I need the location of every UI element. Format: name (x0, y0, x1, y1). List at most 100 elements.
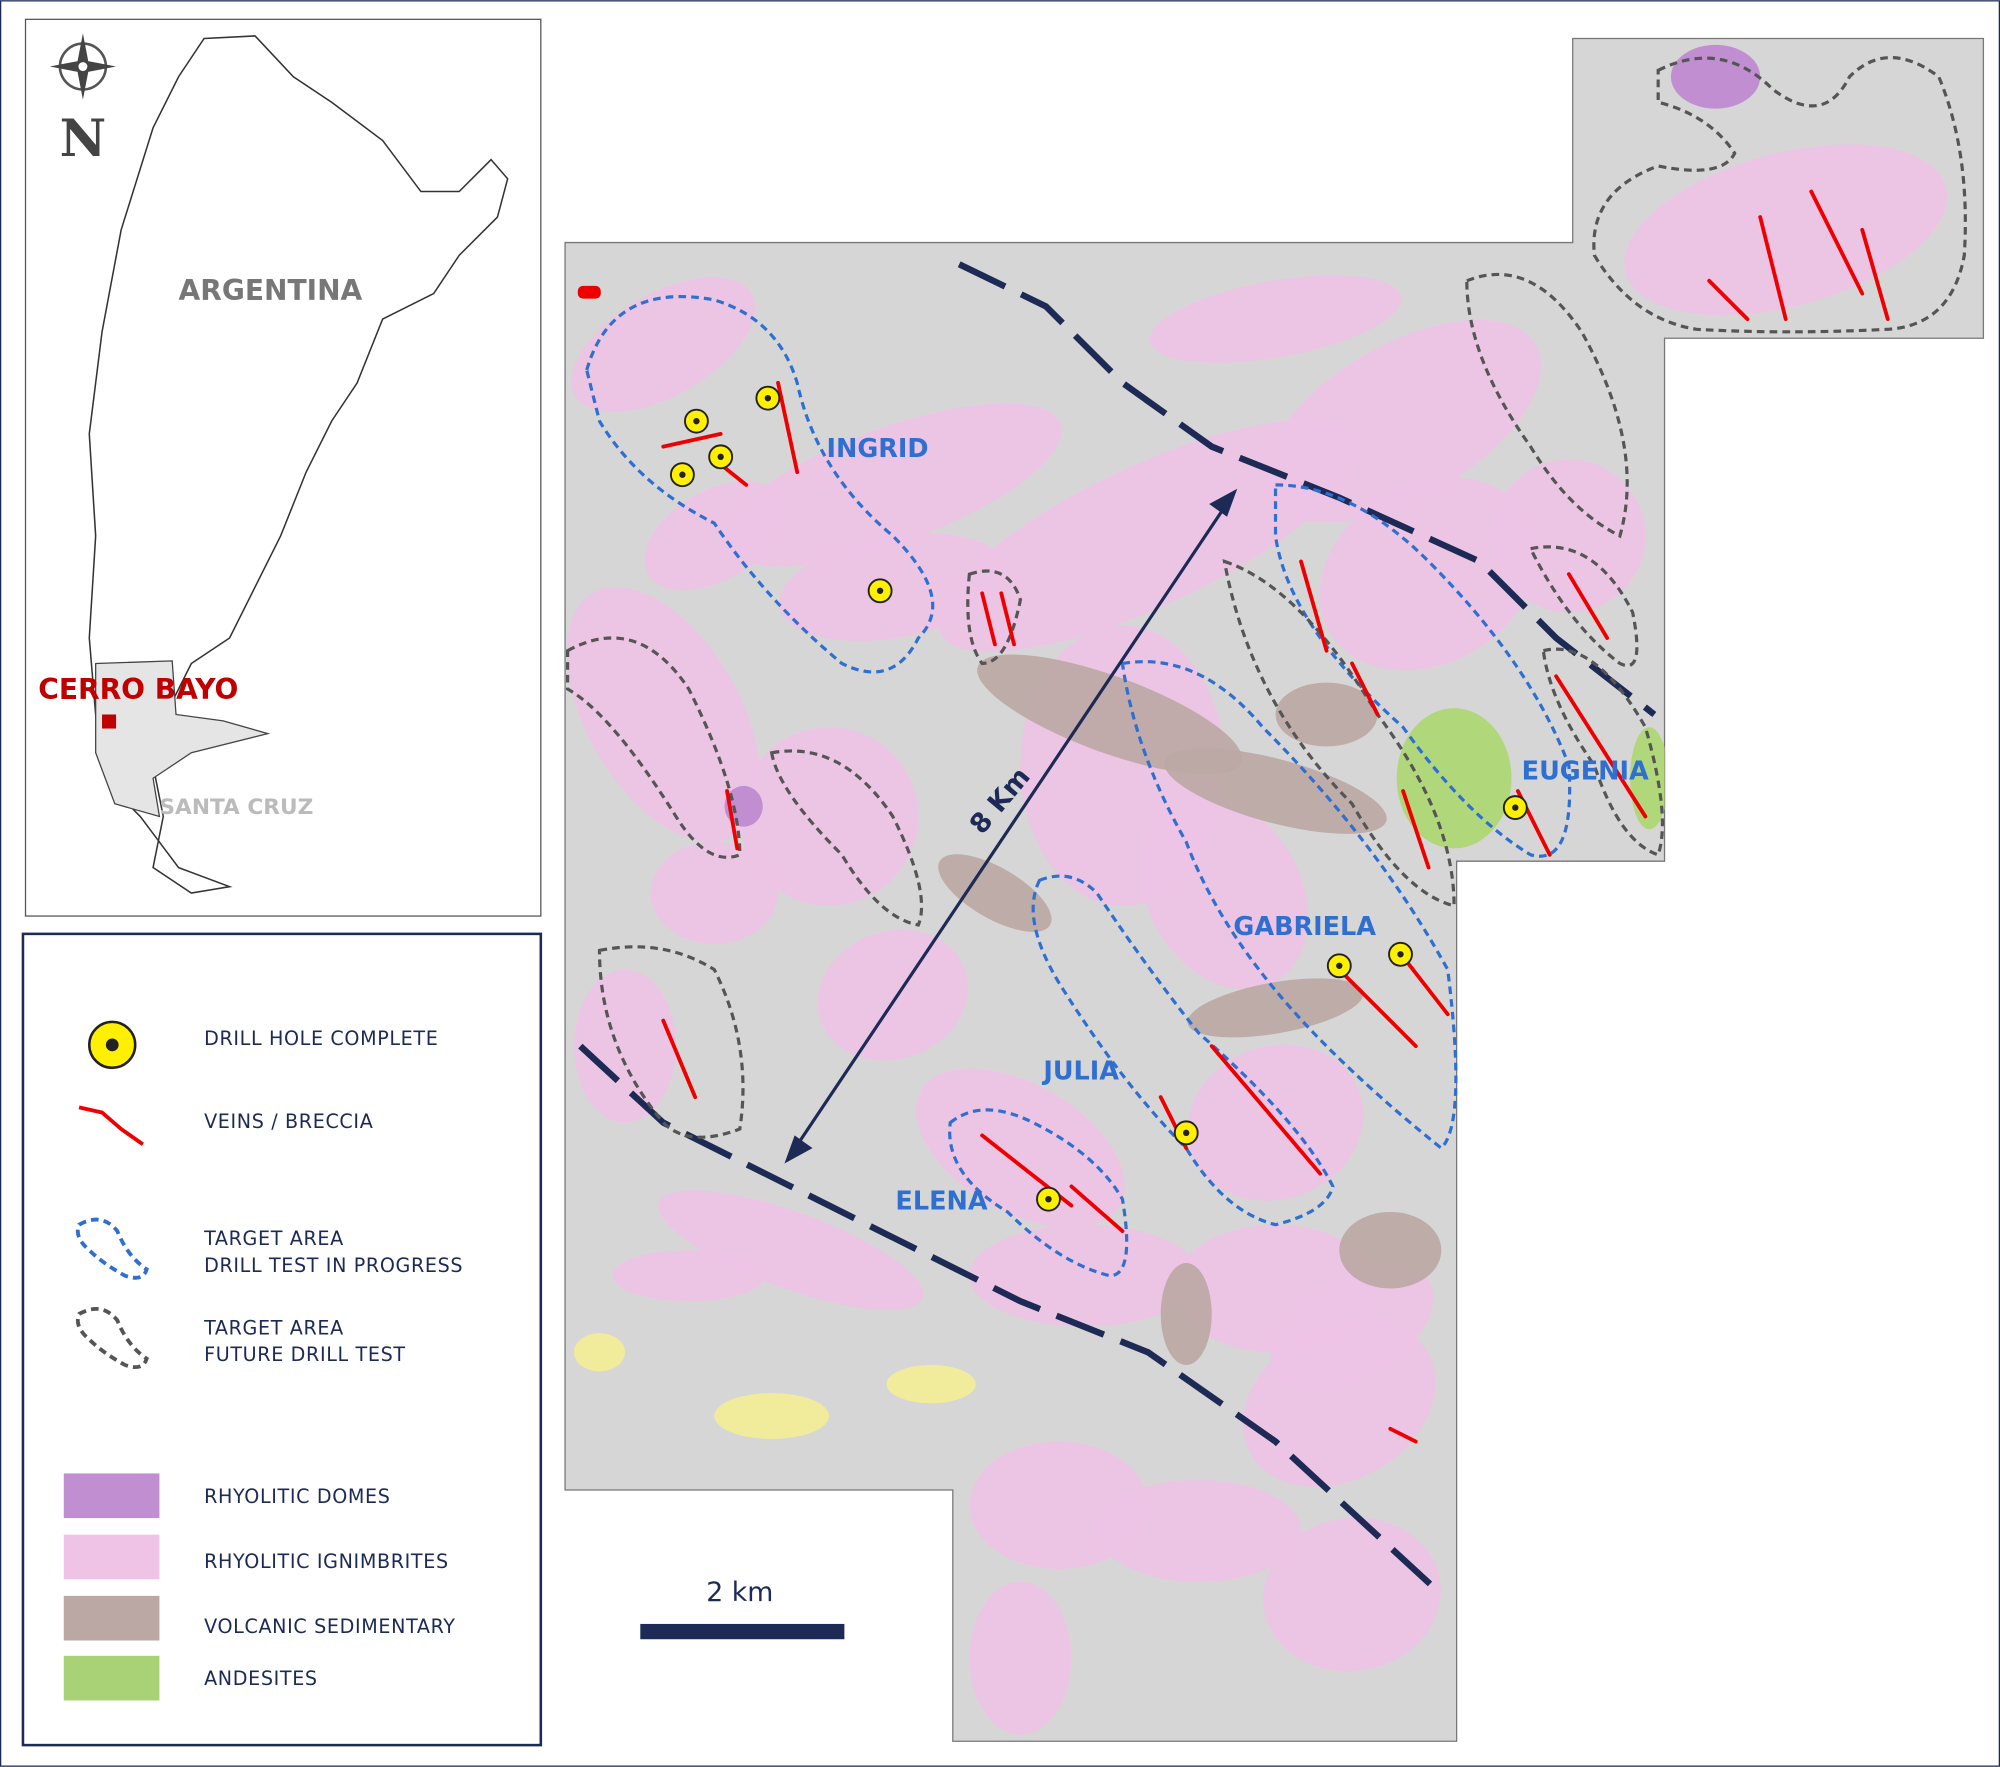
legend-label: TARGET AREA (203, 1227, 344, 1250)
arrow-head (1209, 488, 1238, 517)
volcanic-sedimentary-unit (1160, 1262, 1212, 1366)
compass-center (77, 60, 89, 73)
target-area-future (566, 636, 742, 859)
province-label: SANTA CRUZ (159, 795, 313, 820)
other-unit (573, 1333, 625, 1372)
ignimbrite-unit (817, 929, 969, 1061)
target-area-future (769, 749, 924, 927)
geology (566, 44, 1948, 1735)
vein (661, 431, 723, 449)
legend-label: TARGET AREA (203, 1316, 344, 1339)
vein (725, 789, 740, 851)
vein (1758, 215, 1788, 321)
vein (1209, 1044, 1323, 1176)
legend-label: DRILL HOLE COMPLETE (204, 1027, 438, 1050)
legend-label: DRILL TEST IN PROGRESS (204, 1254, 463, 1277)
fault (578, 1043, 1441, 1595)
target-area-progress (1120, 660, 1458, 1151)
annotations (566, 56, 1967, 1595)
legend-symbols (63, 1020, 160, 1701)
target-label: GABRIELA (1233, 912, 1376, 942)
ignimbrite-unit (1265, 319, 1542, 523)
legend-target-progress (75, 1217, 149, 1280)
vein (1401, 789, 1431, 870)
ignimbrite-unit (658, 1190, 924, 1311)
drill-hole-center (693, 417, 700, 425)
country-label: ARGENTINA (179, 274, 363, 307)
ignimbrite-unit (566, 587, 760, 842)
vein (1566, 572, 1610, 640)
andesite-unit (1396, 708, 1512, 849)
volcanic-sedimentary-unit (977, 654, 1243, 775)
ignimbrite-unit (739, 727, 919, 906)
scale-bar (640, 1623, 845, 1640)
other-unit (714, 1393, 830, 1439)
vein-patch (577, 285, 601, 299)
ignimbrite-unit (612, 1250, 766, 1302)
ignimbrite-unit (1140, 796, 1309, 990)
ignimbrite-unit (723, 403, 1062, 567)
north-label: N (60, 109, 107, 169)
ignimbrite-unit (937, 419, 1359, 652)
legend-label: RHYOLITIC IGNIMBRITES (204, 1550, 449, 1573)
target-area-progress (1031, 874, 1335, 1227)
drill-hole-center (1397, 951, 1404, 958)
ignimbrite-unit (573, 969, 677, 1123)
vein (776, 380, 800, 475)
target-label: EUGENIA (1522, 757, 1649, 787)
compass (49, 33, 117, 100)
other-unit (886, 1365, 976, 1404)
target-area-progress (585, 295, 935, 674)
legend-swatch-volcanic-sedimentary (63, 1595, 160, 1641)
ignimbrite-unit (1624, 144, 1948, 316)
drill-hole-center (1045, 1196, 1052, 1203)
target-area-progress (948, 1108, 1129, 1278)
legend-label: RHYOLITIC DOMES (204, 1485, 390, 1508)
vein (1299, 559, 1329, 653)
rhyolitic-dome (724, 785, 763, 827)
argentina-outline (88, 35, 509, 894)
vein (1350, 661, 1380, 717)
ignimbrite-unit (779, 532, 1007, 641)
target-label: ELENA (895, 1186, 987, 1216)
target-area-future (1465, 272, 1629, 539)
vein (999, 591, 1016, 647)
ignimbrite-unit (650, 842, 779, 945)
andesite-unit (1630, 727, 1669, 830)
target-label: JULIA (1041, 1056, 1119, 1086)
volcanic-sedimentary-unit (1187, 978, 1364, 1038)
vein (1860, 227, 1890, 321)
drill-hole-center (1512, 804, 1519, 811)
legend-label: VOLCANIC SEDIMENTARY (204, 1615, 456, 1638)
legend-label: FUTURE DRILL TEST (204, 1343, 406, 1366)
target-area-future (966, 569, 1023, 666)
distance-arrow (789, 496, 1233, 1156)
drill-hole-center (717, 453, 724, 461)
ignimbrite-unit (1492, 459, 1646, 613)
drill-hole-center (1336, 962, 1343, 969)
ignimbrite-unit (1149, 275, 1402, 363)
ignimbrite-unit (571, 277, 756, 413)
scale-bar-label: 2 km (706, 1577, 773, 1608)
legend-vein (78, 1105, 144, 1146)
vein (1388, 1426, 1418, 1444)
vein (1401, 954, 1450, 1017)
target-area-future (597, 945, 745, 1139)
ignimbrite-unit (969, 1581, 1072, 1735)
legend-swatch-andesites (63, 1655, 160, 1701)
legend-target-future (75, 1306, 149, 1370)
arrow-head (784, 1135, 813, 1164)
legend-swatch-ignimbrites (63, 1534, 160, 1580)
fault (957, 261, 1657, 718)
legend-label: ANDESITES (204, 1667, 318, 1690)
target-area-future (1528, 545, 1639, 667)
drill-hole-center (876, 587, 884, 594)
project-location (102, 714, 117, 729)
drill-hole-center (764, 394, 772, 402)
vein (1707, 278, 1750, 321)
drill-hole-center (679, 471, 686, 478)
volcanic-sedimentary-unit (1339, 1211, 1442, 1289)
ignimbrite-unit (1096, 1479, 1302, 1582)
drill-hole-center (1183, 1129, 1190, 1137)
